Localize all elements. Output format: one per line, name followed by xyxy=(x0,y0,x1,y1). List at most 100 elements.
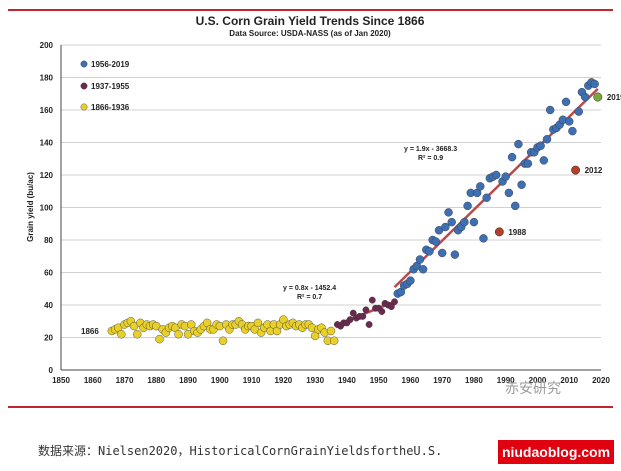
data-point-1956-2019 xyxy=(542,135,552,144)
highlight-point-1988 xyxy=(494,227,504,237)
data-point-1956-2019 xyxy=(476,182,485,191)
data-point-1866-1936 xyxy=(326,326,336,336)
annotation-1988: 1988 xyxy=(508,228,526,237)
data-point-1956-2019 xyxy=(450,250,460,259)
data-point-1956-2019 xyxy=(444,208,453,217)
y-tick-label: 60 xyxy=(44,269,53,278)
data-point-1956-2019 xyxy=(469,217,479,227)
bottom-rule xyxy=(8,406,613,408)
x-tick-label: 2020 xyxy=(592,376,610,385)
data-point-1956-2019 xyxy=(517,180,526,189)
y-tick-label: 120 xyxy=(40,171,54,180)
data-point-1956-2019 xyxy=(523,159,533,168)
x-tick-label: 1880 xyxy=(147,376,165,385)
data-point-1956-2019 xyxy=(561,97,571,107)
data-point-1866-1936 xyxy=(155,334,164,344)
data-point-1956-2019 xyxy=(574,107,583,116)
y-tick-label: 200 xyxy=(40,41,54,50)
x-tick-label: 1890 xyxy=(179,376,197,385)
x-tick-label: 1950 xyxy=(370,376,388,385)
chart-subtitle: Data Source: USDA-NASS (as of Jan 2020) xyxy=(229,29,391,38)
data-point-1956-2019 xyxy=(437,248,447,258)
data-point-1956-2019 xyxy=(425,247,434,256)
y-tick-label: 140 xyxy=(40,139,54,148)
legend-marker-1866-1936 xyxy=(80,103,88,111)
x-tick-label: 1930 xyxy=(306,376,324,385)
annotation-2012: 2012 xyxy=(585,166,603,175)
highlight-point-2012 xyxy=(571,165,581,175)
trend-equation: y = 1.9x - 3668.3 xyxy=(404,146,457,153)
data-point-1956-2019 xyxy=(514,139,523,149)
watermark: 赤安研究 xyxy=(505,381,561,397)
data-point-1937-1955 xyxy=(365,321,373,328)
data-point-1956-2019 xyxy=(406,276,415,285)
data-point-1956-2019 xyxy=(507,152,517,162)
data-point-1956-2019 xyxy=(491,170,501,180)
x-tick-label: 1910 xyxy=(243,376,261,385)
data-point-1956-2019 xyxy=(415,255,425,264)
data-point-1956-2019 xyxy=(539,156,549,165)
data-point-1956-2019 xyxy=(580,92,590,102)
data-point-1956-2019 xyxy=(460,217,469,227)
top-rule xyxy=(8,9,613,11)
data-point-1956-2019 xyxy=(479,234,488,243)
site-badge: niudaoblog.com xyxy=(498,440,614,464)
data-point-1866-1936 xyxy=(133,330,142,339)
data-point-1956-2019 xyxy=(511,201,520,211)
data-point-1866-1936 xyxy=(117,330,126,339)
trend-equation: y = 0.8x - 1452.4 xyxy=(283,285,336,292)
data-point-1956-2019 xyxy=(501,172,510,181)
data-point-1866-1936 xyxy=(329,336,339,345)
data-point-1956-2019 xyxy=(590,79,599,89)
data-point-1937-1955 xyxy=(349,309,357,317)
x-tick-label: 1960 xyxy=(402,376,420,385)
data-point-1937-1955 xyxy=(362,306,370,314)
data-point-1956-2019 xyxy=(431,237,441,246)
data-point-1956-2019 xyxy=(482,193,491,202)
legend-label-1866-1936: 1866-1936 xyxy=(91,103,130,112)
trend-r-squared: R² = 0.7 xyxy=(297,294,322,301)
data-point-1956-2019 xyxy=(463,201,472,211)
data-point-1866-1936 xyxy=(253,318,263,328)
x-tick-label: 1980 xyxy=(465,376,483,385)
data-point-1956-2019 xyxy=(568,126,577,136)
highlight-point-2019 xyxy=(593,92,603,102)
x-tick-label: 1970 xyxy=(433,376,451,385)
data-point-1937-1955 xyxy=(391,298,398,306)
data-point-1937-1955 xyxy=(378,308,386,315)
chart: U.S. Corn Grain Yield Trends Since 1866 … xyxy=(26,14,621,385)
x-tick-label: 2010 xyxy=(560,376,578,385)
legend-label-1956-2019: 1956-2019 xyxy=(91,60,130,69)
data-point-1956-2019 xyxy=(504,188,514,198)
y-tick-label: 80 xyxy=(44,236,53,245)
x-tick-label: 1990 xyxy=(497,376,515,385)
legend-marker-1937-1955 xyxy=(80,82,88,90)
y-tick-label: 0 xyxy=(49,366,54,375)
y-axis-label: Grain yield (bu/ac) xyxy=(26,172,35,242)
x-tick-label: 1850 xyxy=(52,376,70,385)
y-tick-label: 180 xyxy=(40,74,54,83)
data-point-1956-2019 xyxy=(418,265,428,274)
trend-r-squared: R² = 0.9 xyxy=(418,155,443,162)
data-point-1956-2019 xyxy=(545,105,555,115)
x-tick-label: 1860 xyxy=(84,376,102,385)
data-point-1937-1955 xyxy=(387,303,395,311)
x-tick-label: 1920 xyxy=(274,376,292,385)
y-tick-label: 160 xyxy=(40,106,54,115)
data-point-1956-2019 xyxy=(565,117,574,126)
legend-marker-1956-2019 xyxy=(80,60,88,68)
annotation-2019: 2019 xyxy=(607,93,621,102)
chart-title: U.S. Corn Grain Yield Trends Since 1866 xyxy=(196,14,425,28)
data-point-1956-2019 xyxy=(536,141,545,150)
y-tick-label: 100 xyxy=(40,204,54,213)
y-tick-label: 40 xyxy=(44,301,53,310)
data-point-1866-1936 xyxy=(174,330,183,339)
x-tick-label: 1940 xyxy=(338,376,356,385)
data-point-1866-1936 xyxy=(218,336,228,345)
data-point-1956-2019 xyxy=(441,222,450,232)
data-point-1937-1955 xyxy=(368,296,376,304)
data-point-1956-2019 xyxy=(447,217,456,227)
data-point-1937-1955 xyxy=(346,316,354,324)
source-caption: 数据来源：Nielsen2020，HistoricalCornGrainYiel… xyxy=(38,444,443,458)
x-tick-label: 1870 xyxy=(116,376,134,385)
